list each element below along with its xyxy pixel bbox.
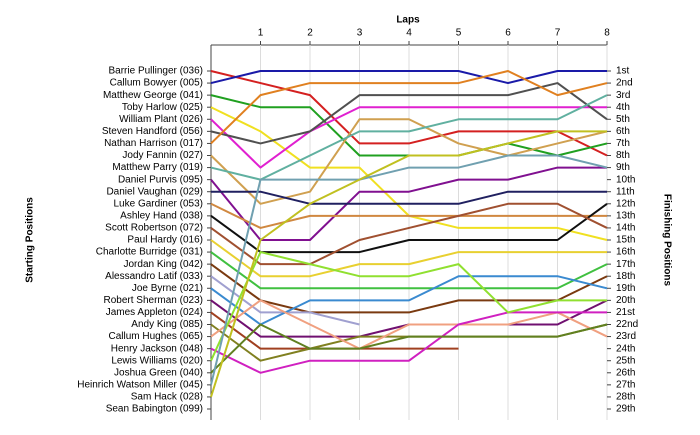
y2-tick-label: 22nd — [616, 319, 638, 330]
lap-line — [210, 251, 608, 290]
y-tick-label: Daniel Vaughan (029) — [106, 186, 203, 197]
y-tick-label: Steven Handford (056) — [102, 126, 203, 137]
y2-tick-label: 20th — [616, 295, 635, 306]
y2-tick-label: 8th — [616, 150, 630, 161]
y2-tick-label: 19th — [616, 283, 635, 294]
lap-line — [210, 311, 607, 374]
y-tick-label: Barrie Pullinger (036) — [109, 66, 204, 77]
y2-tick-label: 5th — [616, 114, 630, 125]
y-tick-label: Toby Harlow (025) — [122, 102, 203, 113]
lap-line — [210, 166, 607, 241]
y2-tick-label: 21st — [616, 307, 635, 318]
y-tick-label: Sam Hack (028) — [131, 392, 203, 403]
y2-tick-label: 4th — [616, 102, 630, 113]
y2-tick-label: 2nd — [616, 78, 633, 89]
y-tick-label: Sean Babington (099) — [106, 404, 203, 415]
y2-tick-label: 25th — [616, 355, 635, 366]
y2-tick-label: 16th — [616, 247, 635, 258]
lap-line — [210, 70, 608, 145]
y2-tick-label: 23rd — [616, 331, 636, 342]
y-tick-label: Callum Hughes (065) — [109, 331, 204, 342]
y-tick-label: Nathan Harrison (017) — [104, 138, 203, 149]
x-tick-label: 7 — [555, 28, 561, 39]
y2-tick-label: 18th — [616, 271, 635, 282]
y2-tick-label: 29th — [616, 404, 635, 415]
y-tick-label: Robert Sherman (023) — [104, 295, 204, 306]
y2-tick-label: 9th — [616, 162, 630, 173]
y-tick-label: Matthew George (041) — [103, 90, 203, 101]
x-tick-label: 3 — [357, 28, 363, 39]
y-tick-label: Joshua Green (040) — [114, 367, 203, 378]
y2-tick-label: 14th — [616, 223, 635, 234]
y-axis-label: Starting Positions — [25, 197, 36, 283]
y2-tick-label: 24th — [616, 343, 635, 354]
y-tick-label: Callum Bowyer (005) — [110, 78, 203, 89]
y-tick-label: Matthew Parry (019) — [112, 162, 203, 173]
y2-tick-label: 7th — [616, 138, 630, 149]
y-tick-label: Daniel Purvis (095) — [118, 174, 203, 185]
y-tick-label: Jordan King (042) — [124, 259, 204, 270]
lap-line — [210, 154, 608, 386]
lap-line — [210, 106, 607, 169]
y-tick-label: Andy King (085) — [131, 319, 203, 330]
lap-line — [210, 70, 607, 85]
y2-tick-label: 11th — [616, 186, 635, 197]
y2-tick-label: 6th — [616, 126, 630, 137]
lap-line — [210, 202, 608, 266]
y-tick-label: James Appleton (024) — [106, 307, 203, 318]
y-tick-label: Henry Jackson (048) — [111, 343, 203, 354]
lap-line — [210, 299, 608, 350]
lap-line — [210, 202, 608, 254]
y-tick-label: Jody Fannin (027) — [122, 150, 203, 161]
x-tick-label: 2 — [307, 28, 313, 39]
y-tick-label: Joe Byrne (021) — [132, 283, 203, 294]
y-tick-label: William Plant (026) — [119, 114, 203, 125]
lap-line — [210, 251, 607, 362]
lap-line — [210, 70, 608, 157]
y2-tick-label: 15th — [616, 235, 635, 246]
x-tick-label: 4 — [406, 28, 412, 39]
y2-axis-label: Finishing Positions — [661, 194, 672, 287]
y2-tick-label: 17th — [616, 259, 635, 270]
lap-line — [210, 202, 607, 229]
lap-line — [210, 323, 608, 374]
lap-line — [210, 94, 608, 181]
y2-tick-label: 12th — [616, 198, 635, 209]
lap-line — [210, 275, 608, 326]
y2-tick-label: 1st — [616, 66, 630, 77]
lap-line — [210, 263, 608, 314]
y-tick-label: Luke Gardiner (053) — [114, 198, 204, 209]
y-tick-label: Ashley Hand (038) — [120, 210, 203, 221]
y2-tick-label: 3rd — [616, 90, 630, 101]
lap-line — [210, 118, 608, 205]
y-tick-label: Charlotte Burridge (031) — [96, 247, 203, 258]
x-tick-label: 8 — [604, 28, 610, 39]
y2-tick-label: 28th — [616, 392, 635, 403]
y2-tick-label: 13th — [616, 210, 635, 221]
y-tick-label: Paul Hardy (016) — [127, 235, 203, 246]
x-tick-label: 6 — [505, 28, 511, 39]
y2-tick-label: 26th — [616, 367, 635, 378]
y2-tick-label: 27th — [616, 379, 635, 390]
y-tick-label: Alessandro Latif (033) — [105, 271, 203, 282]
lap-line — [211, 190, 607, 205]
x-axis-label: Laps — [396, 15, 420, 26]
x-tick-label: 1 — [258, 28, 264, 39]
lap-line — [210, 130, 607, 398]
x-tick-label: 5 — [456, 28, 462, 39]
lap-line — [210, 239, 607, 278]
y-tick-label: Heinrich Watson Miller (045) — [77, 379, 203, 390]
y-tick-label: Scott Robertson (072) — [105, 223, 203, 234]
y2-tick-label: 10th — [616, 174, 635, 185]
y-tick-label: Lewis Williams (020) — [111, 355, 203, 366]
